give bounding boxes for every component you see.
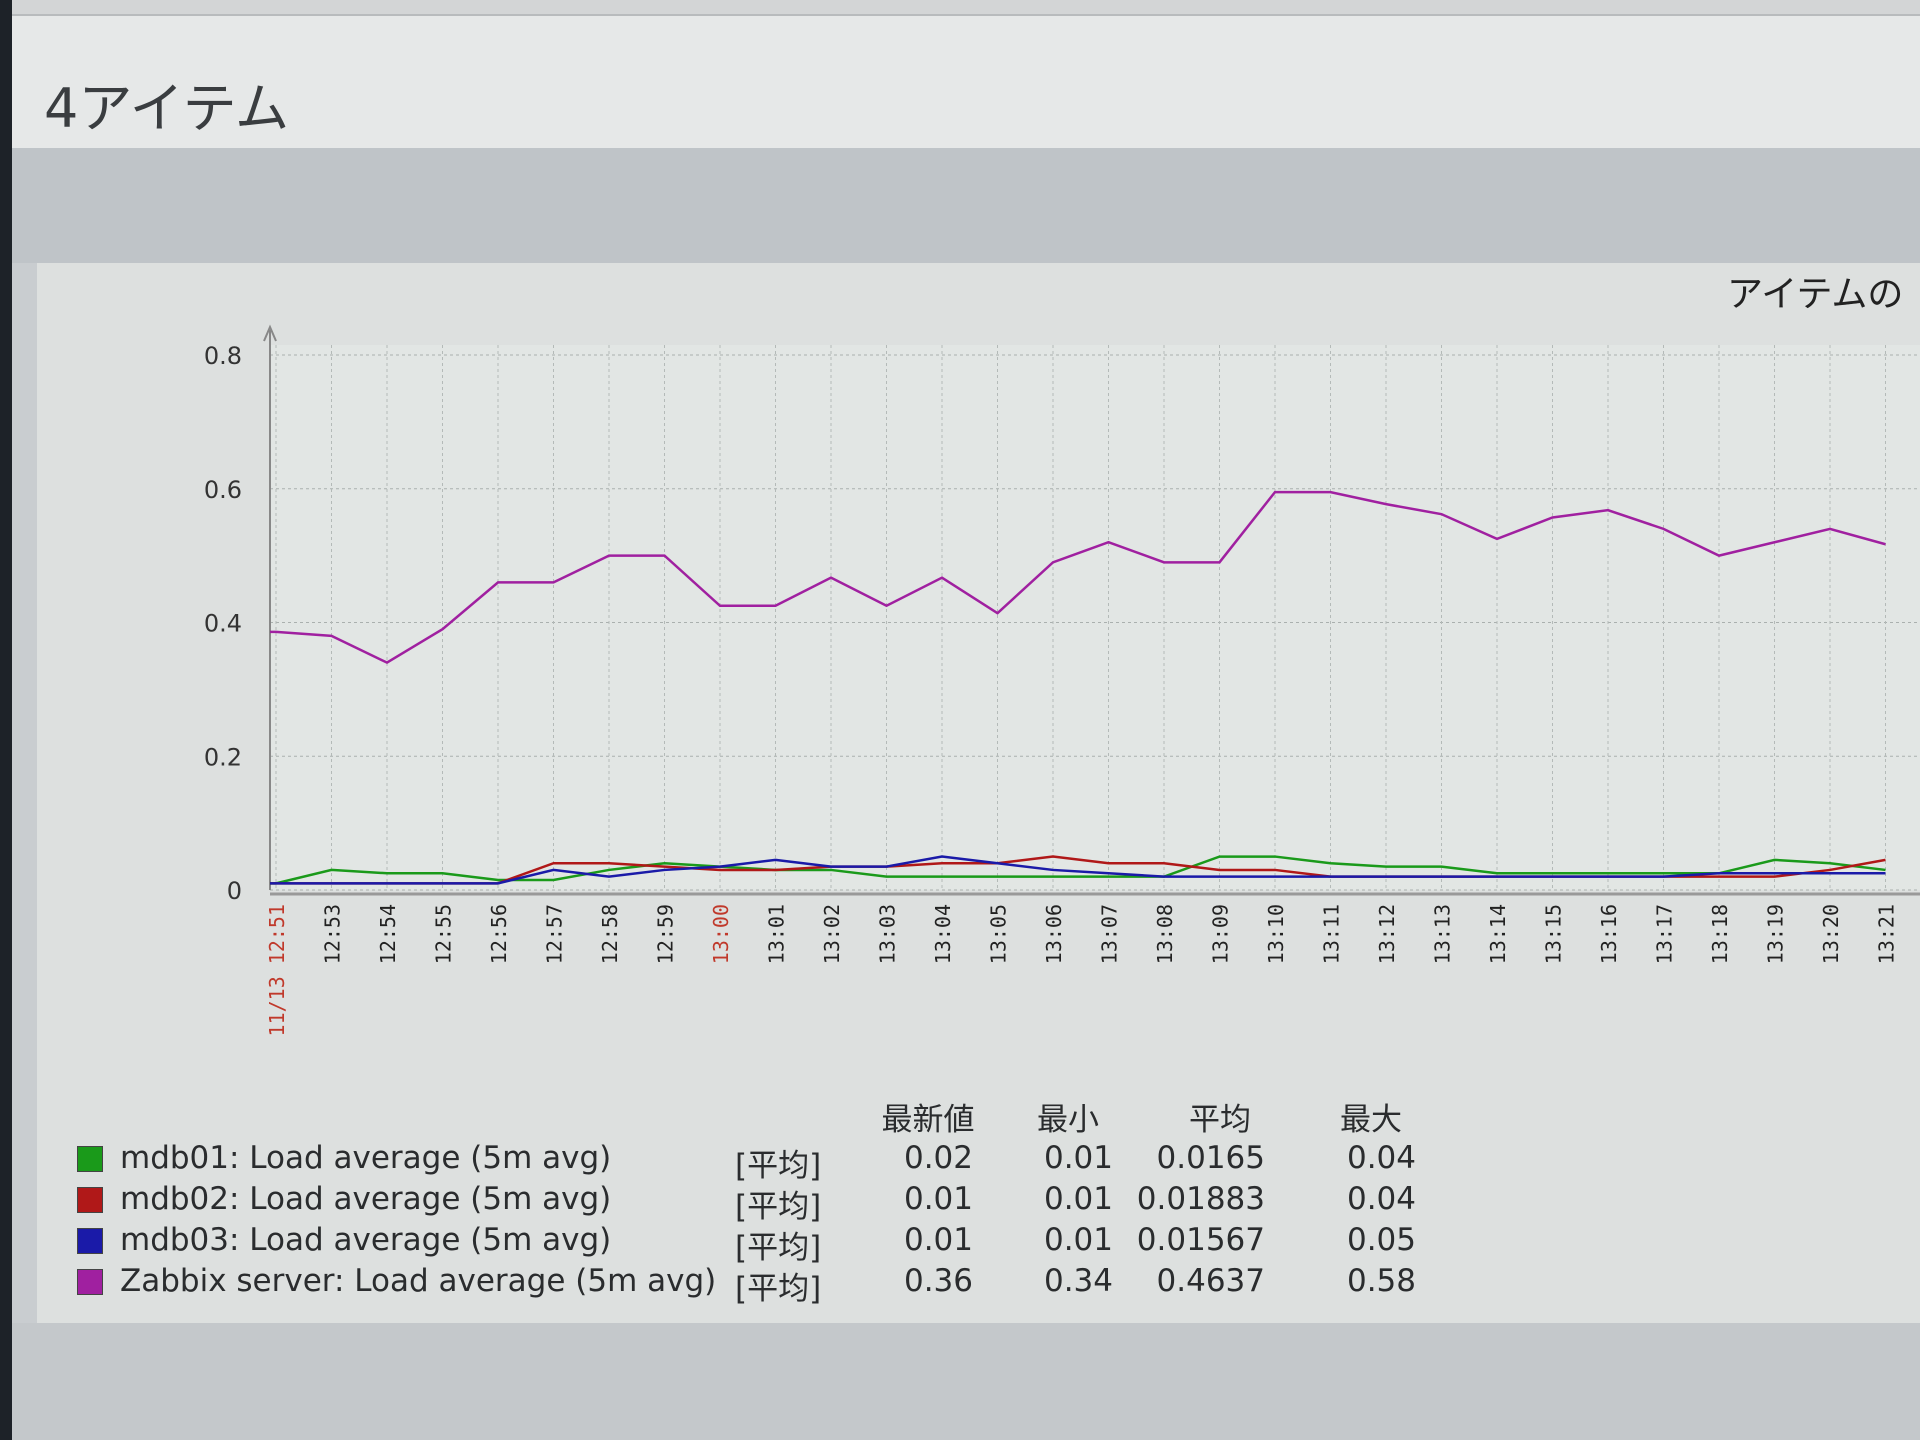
x-tick-label: 13:01 [765,904,789,964]
legend-value-min: 0.01 [1043,1222,1113,1258]
x-tick-label: 13:19 [1764,904,1788,964]
legend-item-function: [平均] [735,1189,822,1225]
x-tick-label: 13:20 [1819,904,1843,964]
y-tick-label: 0 [227,877,242,905]
legend-value-min: 0.01 [1043,1140,1113,1176]
x-tick-label: 13:21 [1875,904,1899,964]
x-tick-label: 13:11 [1320,904,1344,964]
y-tick-label: 0.4 [204,610,242,638]
x-tick-label: 13:07 [1098,904,1122,964]
legend-color-swatch [77,1187,103,1213]
legend-color-swatch [77,1269,103,1295]
x-tick-label: 12:53 [321,904,345,964]
legend-value-max: 0.04 [1346,1140,1416,1176]
x-tick-label: 13:13 [1431,904,1455,964]
legend-item-label: mdb01: Load average (5m avg) [120,1140,612,1176]
legend-value-avg: 0.01883 [1136,1181,1265,1217]
legend-item-label: mdb03: Load average (5m avg) [120,1222,612,1258]
legend-header-max: 最大 [1340,1102,1402,1138]
series-line-2 [270,855,1886,885]
series-line-3 [270,490,1886,665]
top-edge [12,0,1920,16]
series-line-0 [270,855,1886,885]
legend-value-min: 0.34 [1043,1263,1113,1299]
legend-item-function: [平均] [735,1271,822,1307]
page-title: 4アイテム [44,77,289,140]
x-tick-label: 11/13 12:51 [265,904,289,1036]
plot-area [270,345,1920,890]
x-tick-label: 12:57 [543,904,567,964]
legend-value-avg: 0.4637 [1156,1263,1265,1299]
x-tick-label: 13:17 [1653,904,1677,964]
x-tick-label: 13:18 [1708,904,1732,964]
page-header: 4アイテム [12,16,1920,148]
legend-item-label: Zabbix server: Load average (5m avg) [120,1263,717,1299]
legend-value-avg: 0.01567 [1136,1222,1265,1258]
page-footer-area [12,1323,1920,1440]
x-tick-label: 13:08 [1153,904,1177,964]
legend-value-max: 0.04 [1346,1181,1416,1217]
y-tick-label: 0.2 [204,743,242,771]
x-tick-label: 12:56 [487,904,511,964]
legend-color-swatch [77,1228,103,1254]
x-tick-label: 13:12 [1375,904,1399,964]
legend-value-last: 0.01 [903,1222,973,1258]
y-tick-label: 0.6 [204,476,242,504]
y-tick-label: 0.8 [204,342,242,370]
x-tick-label: 13:16 [1597,904,1621,964]
legend-value-min: 0.01 [1043,1181,1113,1217]
x-tick-label: 13:14 [1486,904,1510,964]
x-tick-label: 12:55 [432,904,456,964]
legend-value-last: 0.02 [903,1140,973,1176]
x-tick-label: 13:02 [820,904,844,964]
legend-item-function: [平均] [735,1230,822,1266]
x-tick-label: 13:04 [931,904,955,964]
screen-bezel [0,0,12,1440]
header-band [12,148,1920,263]
legend-header-min: 最小 [1037,1102,1099,1138]
graph-caption: アイテムの [1727,274,1903,315]
x-tick-label: 13:10 [1264,904,1288,964]
x-tick-label: 12:58 [598,904,622,964]
x-tick-label: 13:03 [876,904,900,964]
x-tick-label: 13:06 [1042,904,1066,964]
legend-header-avg: 平均 [1189,1102,1251,1138]
legend-item-function: [平均] [735,1148,822,1184]
legend-item-label: mdb02: Load average (5m avg) [120,1181,612,1217]
legend-value-max: 0.05 [1346,1222,1416,1258]
legend-header-last: 最新値 [881,1102,975,1138]
legend-color-swatch [77,1146,103,1172]
x-tick-label: 12:59 [654,904,678,964]
x-tick-label: 12:54 [376,904,400,964]
x-tick-label: 13:09 [1209,904,1233,964]
x-tick-label: 13:05 [987,904,1011,964]
legend-value-max: 0.58 [1346,1263,1416,1299]
legend-value-avg: 0.0165 [1156,1140,1265,1176]
legend-value-last: 0.01 [903,1181,973,1217]
y-axis-arrow-icon [263,324,277,342]
legend-value-last: 0.36 [903,1263,973,1299]
x-tick-label: 13:15 [1542,904,1566,964]
x-tick-label: 13:00 [709,904,733,964]
